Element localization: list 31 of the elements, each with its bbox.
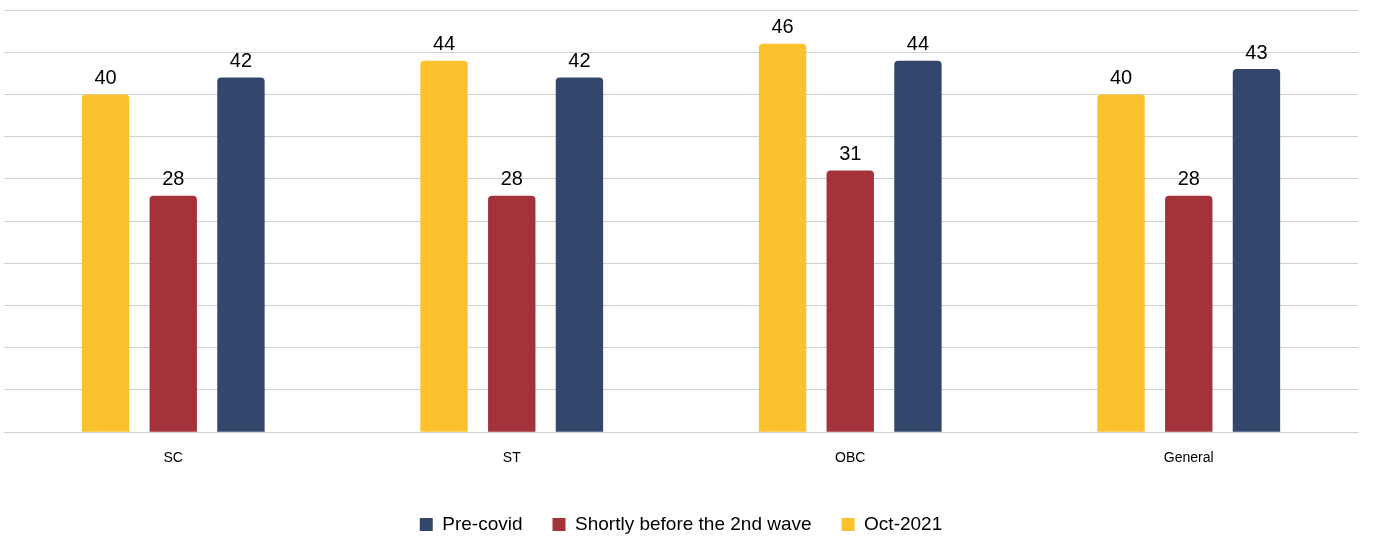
bar [420,60,468,432]
data-label: 28 [1177,167,1200,190]
data-label: 42 [229,49,253,72]
legend-label: Shortly before the 2nd wave [575,512,812,534]
data-label: 42 [568,49,591,72]
data-label: 40 [1109,65,1133,88]
bar [217,77,265,432]
bar [1097,94,1145,432]
bar [894,60,942,432]
x-tick-label: SC [163,449,183,466]
x-tick-label: ST [502,449,522,466]
data-label: 44 [906,32,930,55]
data-label: 46 [771,15,794,38]
bar [149,195,197,432]
bar [488,195,536,432]
legend-label: Oct-2021 [864,512,943,534]
data-label: 31 [839,141,862,164]
bar [758,43,807,432]
data-label: 43 [1245,40,1268,63]
data-label: 40 [94,65,117,88]
x-tick-label: General [1163,449,1214,466]
legend-label: Pre-covid [442,512,523,534]
bar [826,170,874,432]
bar [555,77,604,432]
bar [1165,195,1213,432]
bar [1232,69,1281,432]
data-label: 28 [500,167,523,190]
data-label: 44 [432,32,456,55]
x-tick-label: OBC [835,449,866,466]
data-label: 28 [162,167,185,190]
bar [81,94,130,432]
